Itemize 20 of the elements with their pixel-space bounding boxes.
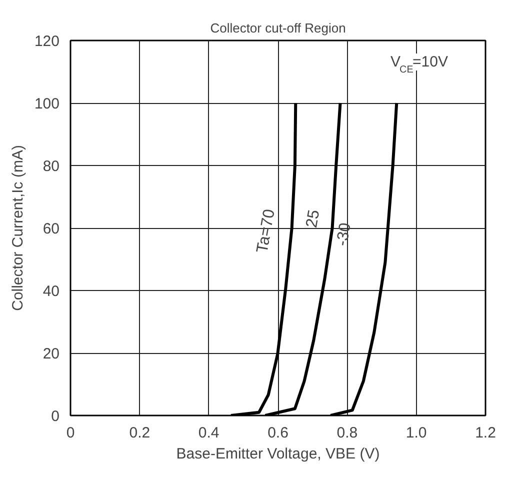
y-axis-title: Collector Current,Ic (mA) — [9, 145, 26, 311]
x-tick-label: 0.6 — [268, 424, 288, 442]
x-tick-label: 1.0 — [406, 424, 427, 442]
y-tick-label: 100 — [34, 96, 60, 112]
x-tick-label: 0.4 — [198, 424, 220, 442]
y-tick-label: 60 — [42, 220, 60, 238]
y-tick-label: 80 — [42, 158, 60, 175]
annotation: Ta=70 — [254, 208, 278, 254]
x-tick-label: 0.8 — [336, 424, 358, 442]
x-tick-label: 0.2 — [129, 424, 150, 442]
annotation: -30 — [334, 222, 355, 248]
x-tick-label: 1.2 — [475, 424, 496, 442]
annotation: 25 — [303, 208, 324, 230]
y-tick-label: 0 — [51, 408, 60, 425]
y-tick-label: 120 — [34, 33, 60, 50]
x-axis-title: Base-Emitter Voltage, VBE (V) — [176, 446, 380, 462]
y-tick-label: 40 — [42, 283, 60, 300]
chart-title: Collector cut-off Region — [210, 20, 346, 36]
x-tick-label: 0 — [66, 424, 75, 442]
y-tick-label: 20 — [42, 346, 60, 362]
